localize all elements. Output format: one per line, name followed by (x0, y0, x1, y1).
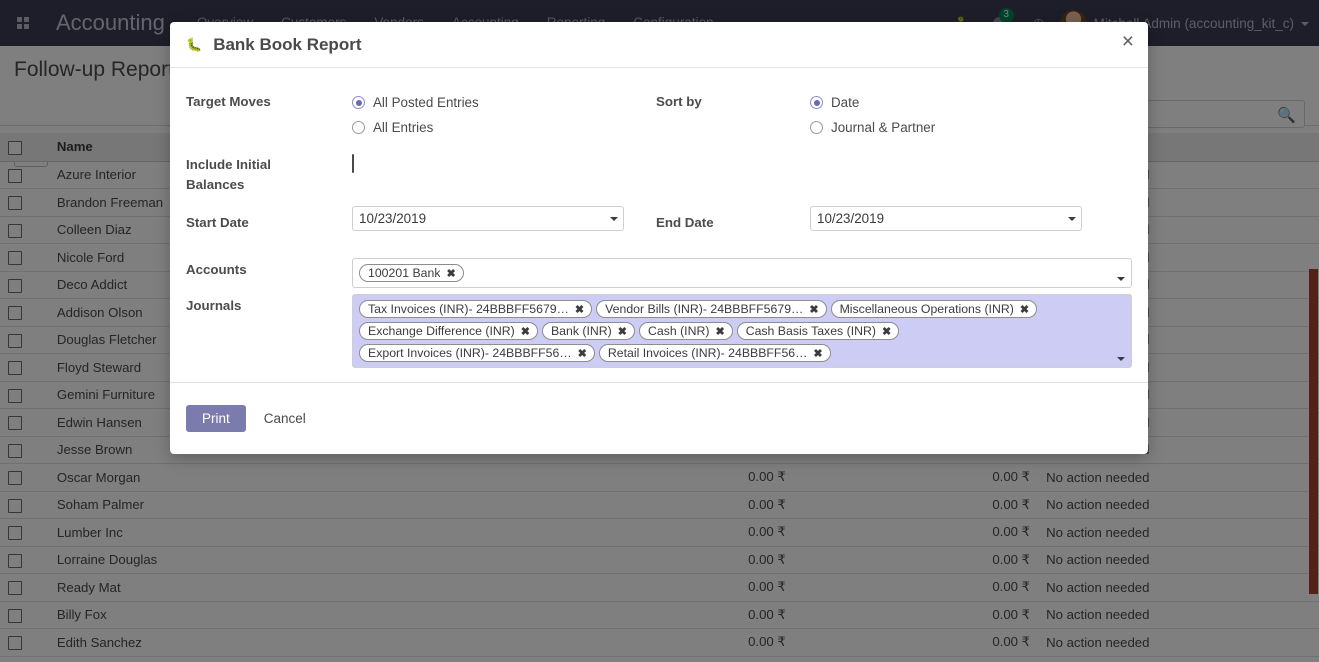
remove-tag-icon[interactable]: ✖ (574, 303, 585, 316)
tag-chip[interactable]: Cash (INR) ✖ (638, 322, 733, 340)
tag-label: Cash (INR) (647, 324, 710, 338)
tag-chip[interactable]: Retail Invoices (INR)- 24BBBFF56… ✖ (598, 344, 831, 362)
tag-label: 100201 Bank (368, 266, 441, 280)
radio-all-entries-label: All Entries (373, 120, 434, 135)
accounts-label: Accounts (186, 262, 247, 277)
accounts-field: 100201 Bank ✖ (346, 258, 1132, 288)
include-initial-balances-field (346, 140, 656, 195)
start-date-field: 10/23/2019 (346, 195, 656, 233)
spacer-cell-b (804, 140, 1114, 195)
tag-label: Cash Basis Taxes (INR) (745, 324, 876, 338)
tag-chip[interactable]: 100201 Bank ✖ (359, 264, 464, 282)
remove-tag-icon[interactable]: ✖ (813, 347, 823, 360)
bank-book-report-dialog: 🐛 Bank Book Report × Target Moves All Po… (170, 22, 1148, 454)
dialog-header: 🐛 Bank Book Report × (170, 22, 1148, 68)
remove-tag-icon[interactable]: ✖ (881, 325, 892, 338)
radio-all-posted-entries[interactable]: All Posted Entries (352, 90, 656, 115)
tag-chip[interactable]: Tax Invoices (INR)- 24BBBFF5679… ✖ (359, 300, 593, 318)
start-date-label: Start Date (186, 215, 249, 230)
radio-sort-journal-partner-input[interactable] (810, 121, 823, 134)
remove-tag-icon[interactable]: ✖ (715, 325, 725, 338)
report-form: Target Moves All Posted Entries All Entr… (186, 90, 1132, 233)
radio-sort-date-label: Date (831, 95, 860, 110)
target-moves-group: All Posted Entries All Entries (346, 90, 656, 140)
tag-label: Miscellaneous Operations (INR) (839, 302, 1014, 316)
chevron-down-icon (1117, 357, 1125, 361)
end-date-field: 10/23/2019 (804, 195, 1114, 233)
remove-tag-icon[interactable]: ✖ (446, 267, 456, 280)
remove-tag-icon[interactable]: ✖ (520, 325, 530, 338)
remove-tag-icon[interactable]: ✖ (577, 347, 587, 360)
journals-label: Journals (186, 298, 242, 313)
tag-chip[interactable]: Vendor Bills (INR)- 24BBBFF5679… ✖ (596, 300, 827, 318)
remove-tag-icon[interactable]: ✖ (617, 325, 627, 338)
tag-chip[interactable]: Bank (INR) ✖ (541, 322, 635, 340)
tag-chip[interactable]: Export Invoices (INR)- 24BBBFF56… ✖ (359, 344, 595, 362)
dialog-title: Bank Book Report (213, 34, 362, 54)
tag-label: Bank (INR) (550, 324, 612, 338)
target-moves-label: Target Moves (186, 94, 271, 109)
spacer-cell-a (656, 140, 804, 195)
dialog-body: Target Moves All Posted Entries All Entr… (170, 68, 1148, 382)
start-date-input[interactable]: 10/23/2019 (352, 206, 624, 231)
journals-field: Tax Invoices (INR)- 24BBBFF5679… ✖ Vendor … (346, 294, 1132, 368)
remove-tag-icon[interactable]: ✖ (1019, 303, 1030, 316)
include-initial-balances-label: Include Initial Balances (186, 157, 271, 192)
remove-tag-icon[interactable]: ✖ (809, 303, 819, 316)
tag-chip[interactable]: Cash Basis Taxes (INR) ✖ (736, 322, 900, 340)
dialog-footer: Print Cancel (170, 382, 1148, 454)
tag-label: Vendor Bills (INR)- 24BBBFF5679… (605, 302, 804, 316)
radio-sort-journal-partner-label: Journal & Partner (831, 120, 936, 135)
journals-row: Journals Tax Invoices (INR)- 24BBBFF5679… (186, 294, 1132, 368)
bug-icon[interactable]: 🐛 (186, 37, 203, 52)
radio-all-entries-input[interactable] (352, 121, 365, 134)
accounts-tags-input[interactable]: 100201 Bank ✖ (352, 258, 1132, 288)
sort-by-group: Date Journal & Partner (804, 90, 1114, 140)
radio-sort-date[interactable]: Date (810, 90, 1114, 115)
tag-label: Tax Invoices (INR)- 24BBBFF5679… (368, 302, 569, 316)
journals-tags-input[interactable]: Tax Invoices (INR)- 24BBBFF5679… ✖ Vendor … (352, 294, 1132, 368)
tag-label: Retail Invoices (INR)- 24BBBFF56… (607, 346, 808, 360)
tag-chip[interactable]: Exchange Difference (INR) ✖ (359, 322, 538, 340)
print-button[interactable]: Print (186, 405, 246, 432)
radio-all-posted-entries-input[interactable] (352, 96, 365, 109)
cancel-button[interactable]: Cancel (260, 406, 310, 431)
include-initial-balances-checkbox[interactable] (352, 154, 354, 173)
sort-by-label: Sort by (656, 94, 702, 109)
accounts-row: Accounts 100201 Bank ✖ (186, 258, 1132, 288)
end-date-input[interactable]: 10/23/2019 (810, 206, 1082, 231)
radio-sort-date-input[interactable] (810, 96, 823, 109)
end-date-label: End Date (656, 215, 714, 230)
radio-all-posted-entries-label: All Posted Entries (373, 95, 479, 110)
radio-all-entries[interactable]: All Entries (352, 115, 656, 140)
tag-label: Export Invoices (INR)- 24BBBFF56… (368, 346, 572, 360)
close-icon[interactable]: × (1121, 30, 1134, 53)
tag-label: Exchange Difference (INR) (368, 324, 515, 338)
tag-chip[interactable]: Miscellaneous Operations (INR) ✖ (830, 300, 1038, 318)
chevron-down-icon (1117, 277, 1125, 281)
radio-sort-journal-partner[interactable]: Journal & Partner (810, 115, 1114, 140)
